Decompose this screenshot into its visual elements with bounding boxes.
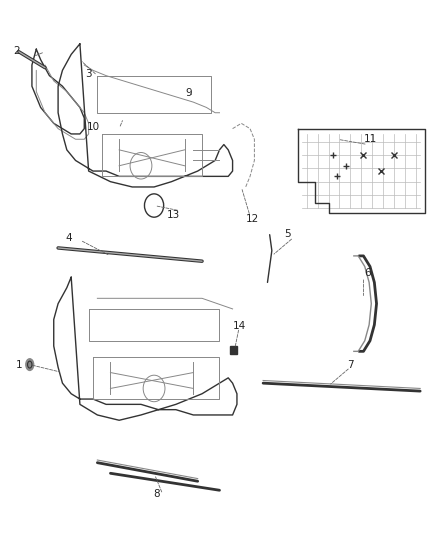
Text: 14: 14 (232, 321, 245, 331)
Text: 9: 9 (185, 87, 192, 98)
Text: 8: 8 (152, 489, 159, 499)
Text: 6: 6 (364, 269, 370, 278)
Text: 2: 2 (13, 46, 20, 56)
Text: 13: 13 (167, 210, 180, 220)
Text: 1: 1 (15, 360, 22, 369)
Bar (230, 346, 237, 354)
Text: 3: 3 (85, 69, 92, 79)
Ellipse shape (26, 359, 34, 370)
Text: 12: 12 (245, 214, 258, 224)
Text: 11: 11 (363, 134, 376, 144)
Text: 5: 5 (283, 229, 290, 239)
Text: 10: 10 (86, 122, 99, 132)
Text: 4: 4 (66, 233, 72, 244)
Text: 7: 7 (346, 360, 353, 369)
